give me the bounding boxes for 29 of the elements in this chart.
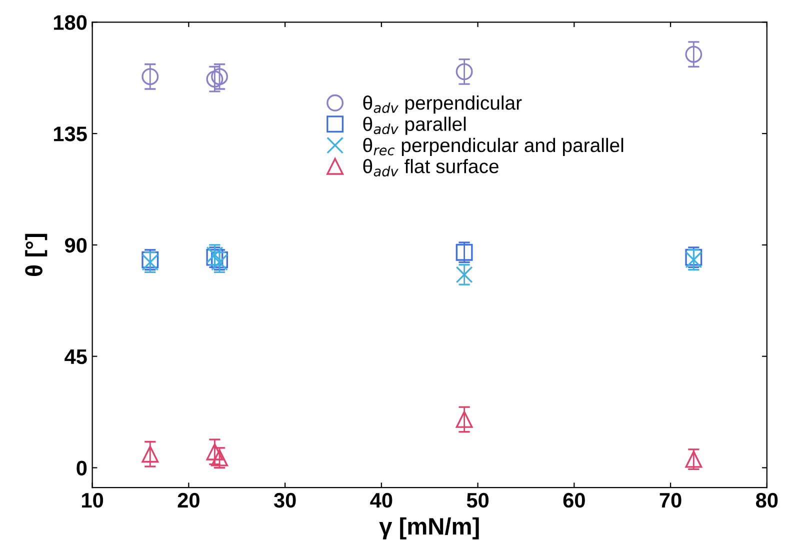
point (456, 63, 473, 80)
point (456, 410, 473, 428)
x-tick-label: 80 (756, 492, 778, 508)
x-axis-title: γ [mN/m] (379, 517, 479, 540)
point (685, 46, 702, 63)
y-axis-title: θ [°] (25, 234, 48, 276)
x-tick-label: 50 (466, 492, 489, 508)
point (685, 450, 702, 468)
point (206, 443, 224, 460)
x-tick-label: 40 (370, 492, 392, 508)
y-tick-label: 90 (65, 238, 87, 253)
x-tick-label: 60 (563, 492, 585, 508)
x-tick-label: 10 (82, 492, 104, 508)
point (142, 68, 159, 86)
y-tick-label: 0 (76, 460, 87, 476)
x-tick-label: 70 (660, 492, 682, 508)
legend-label: θ$_{adv}$ perpendicular (363, 96, 522, 114)
x-tick-label: 30 (274, 492, 296, 508)
point (206, 70, 224, 88)
y-tick-label: 135 (54, 126, 87, 142)
legend-label: θ$_{adv}$ parallel (363, 116, 466, 135)
point (211, 68, 228, 86)
point (456, 244, 473, 261)
y-tick-label: 180 (54, 15, 87, 30)
legend-label: θ$_{adv}$ flat surface (363, 158, 498, 176)
point (142, 446, 159, 463)
legend-label: θ$_{rec}$ perpendicular and parallel (363, 138, 624, 156)
x-tick-label: 20 (178, 492, 200, 508)
y-tick-label: 45 (64, 350, 87, 364)
